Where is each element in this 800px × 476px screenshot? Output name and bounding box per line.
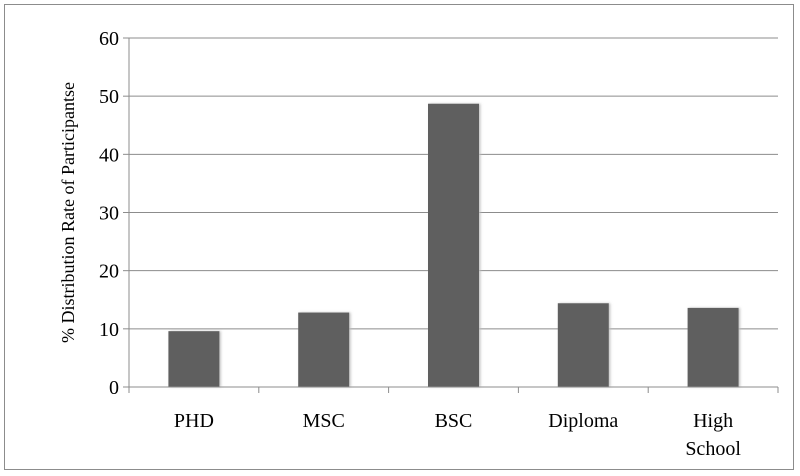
bar-msc	[298, 312, 350, 387]
y-tick-label: 50	[99, 86, 119, 108]
bar-phd	[168, 331, 220, 387]
x-category-label: PHD	[174, 410, 214, 432]
x-category-label: MSC	[303, 410, 345, 432]
x-category-label: Diploma	[548, 410, 618, 432]
y-tick-label: 20	[99, 261, 119, 283]
gridlines	[129, 37, 778, 330]
bar-high-school	[687, 307, 739, 387]
bar-diploma	[557, 303, 609, 387]
axes	[123, 37, 779, 393]
bar-bsc	[428, 103, 479, 387]
x-category-label: BSC	[435, 410, 473, 432]
y-tick-label: 10	[99, 319, 119, 341]
labels: 0 10 20 30 40 50 60 PHD MSC BSC Diploma High School	[99, 28, 741, 460]
y-tick-label: 60	[99, 28, 119, 50]
y-tick-label: 0	[109, 377, 119, 399]
y-tick-label: 30	[99, 203, 119, 225]
bars	[168, 103, 739, 387]
x-category-label: High School	[685, 410, 741, 460]
chart-frame	[4, 4, 794, 470]
y-axis-title: % Distribution Rate of Participantse	[58, 82, 78, 343]
y-tick-label: 40	[99, 144, 119, 166]
